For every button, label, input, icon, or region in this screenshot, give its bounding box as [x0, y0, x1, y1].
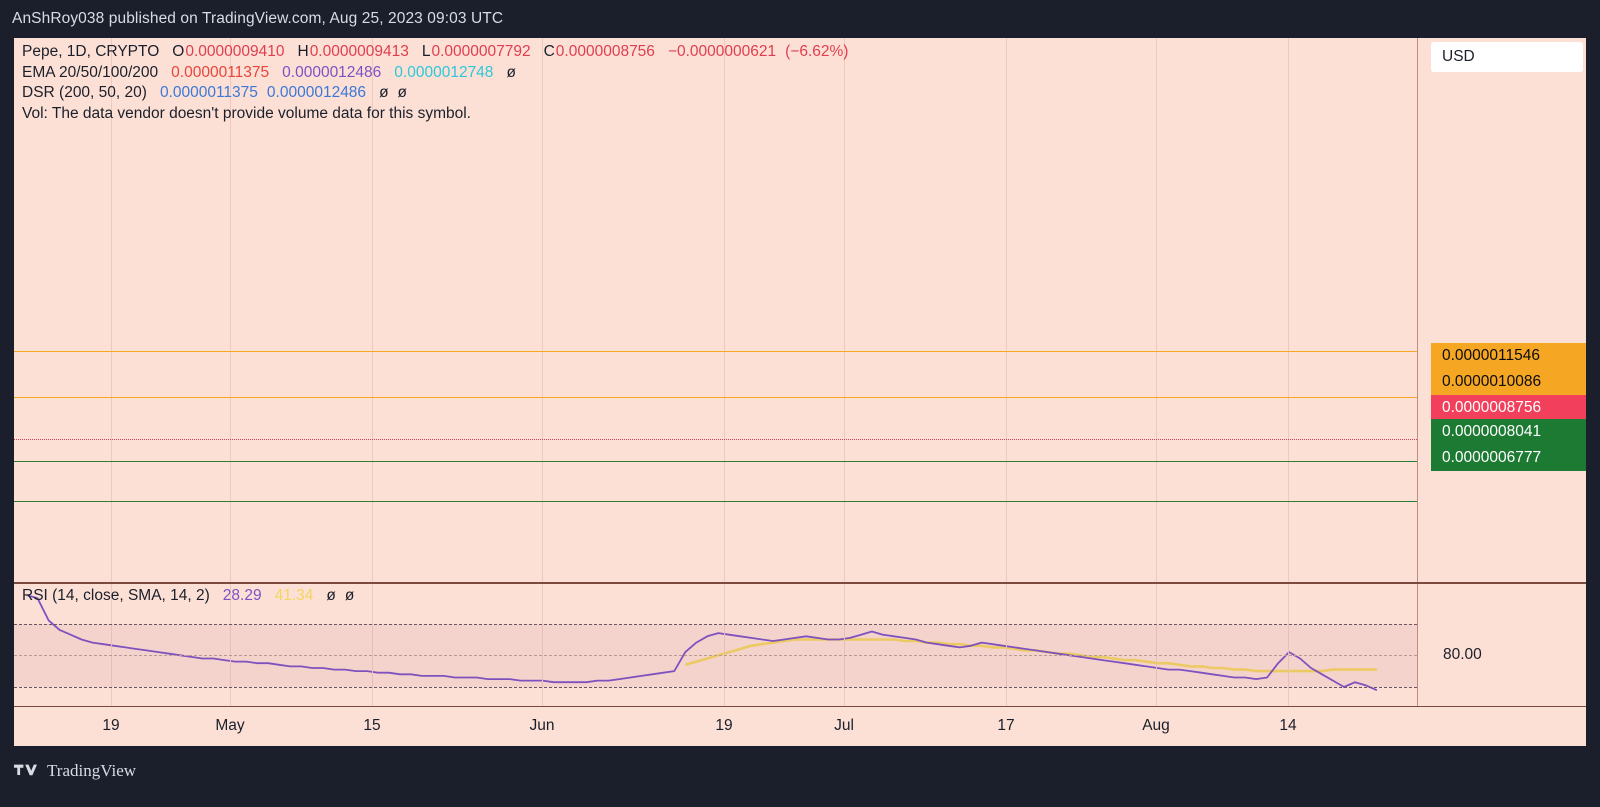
gridline-vertical [542, 38, 543, 582]
gridline-vertical [1006, 38, 1007, 582]
pane-separator [14, 582, 1417, 584]
price-axis-label[interactable]: 0.0000008756 [1431, 395, 1586, 421]
price-axis-label[interactable]: 0.0000011546 [1431, 343, 1586, 369]
footer: TradingView [14, 756, 136, 786]
gridline-vertical [1156, 38, 1157, 582]
time-axis-tick: Jun [529, 717, 555, 734]
time-axis-tick: 15 [363, 717, 381, 734]
price-level-line[interactable] [14, 396, 1417, 398]
time-axis-tick: 19 [715, 717, 733, 734]
gridline-vertical [230, 584, 231, 706]
rsi-series [26, 594, 1378, 692]
time-axis-tick: 14 [1279, 717, 1297, 734]
time-axis-tick: Aug [1142, 717, 1170, 734]
time-axis-tick: 19 [102, 717, 120, 734]
gridline-vertical [111, 584, 112, 706]
gridline-vertical [230, 38, 231, 582]
gridline-vertical [111, 38, 112, 582]
rsi-level-line [14, 655, 1417, 657]
gridline-vertical [724, 38, 725, 582]
tradingview-logo-icon [14, 763, 38, 779]
axis-pane-separator [1417, 582, 1586, 584]
price-axis-label[interactable]: 0.0000006777 [1431, 445, 1586, 471]
gridline-vertical [1006, 584, 1007, 706]
gridline-vertical [372, 38, 373, 582]
price-level-line[interactable] [14, 438, 1417, 440]
published-by-bar: AnShRoy038 published on TradingView.com,… [12, 10, 504, 27]
time-axis-tick: Jul [834, 717, 854, 734]
price-level-line[interactable] [14, 461, 1417, 463]
rsi-axis-label: 80.00 [1443, 646, 1482, 663]
axis-divider [1417, 38, 1419, 706]
gridline-vertical [844, 584, 845, 706]
time-axis-tick: May [215, 717, 245, 734]
gridline-vertical [1288, 38, 1289, 582]
rsi-level-line [14, 623, 1417, 625]
time-axis[interactable]: 19 May 15 Jun 19 Jul 17 Aug 14 [14, 706, 1586, 746]
gridline-vertical [372, 584, 373, 706]
price-level-line[interactable] [14, 500, 1417, 502]
rsi-pane[interactable] [14, 584, 1417, 706]
gridline-vertical [1288, 584, 1289, 706]
price-pane[interactable] [14, 38, 1417, 582]
price-axis-label[interactable]: 0.0000010086 [1431, 369, 1586, 395]
chart-frame: Pepe, 1D, CRYPTO O0.0000009410 H0.00000094… [14, 38, 1586, 746]
time-axis-tick: 17 [997, 717, 1015, 734]
tradingview-brand: TradingView [47, 761, 137, 780]
price-level-line[interactable] [14, 351, 1417, 352]
gridline-vertical [844, 38, 845, 582]
gridline-vertical [724, 584, 725, 706]
price-axis-label[interactable]: 0.0000008041 [1431, 419, 1586, 445]
currency-badge[interactable]: USD [1431, 42, 1583, 72]
rsi-plot-line [26, 594, 1378, 692]
rsi-level-line [14, 686, 1417, 688]
gridline-vertical [542, 584, 543, 706]
price-axis-column[interactable]: USD 0.0000011546 0.0000010086 0.0000008756… [1417, 38, 1586, 726]
gridline-vertical [1156, 584, 1157, 706]
